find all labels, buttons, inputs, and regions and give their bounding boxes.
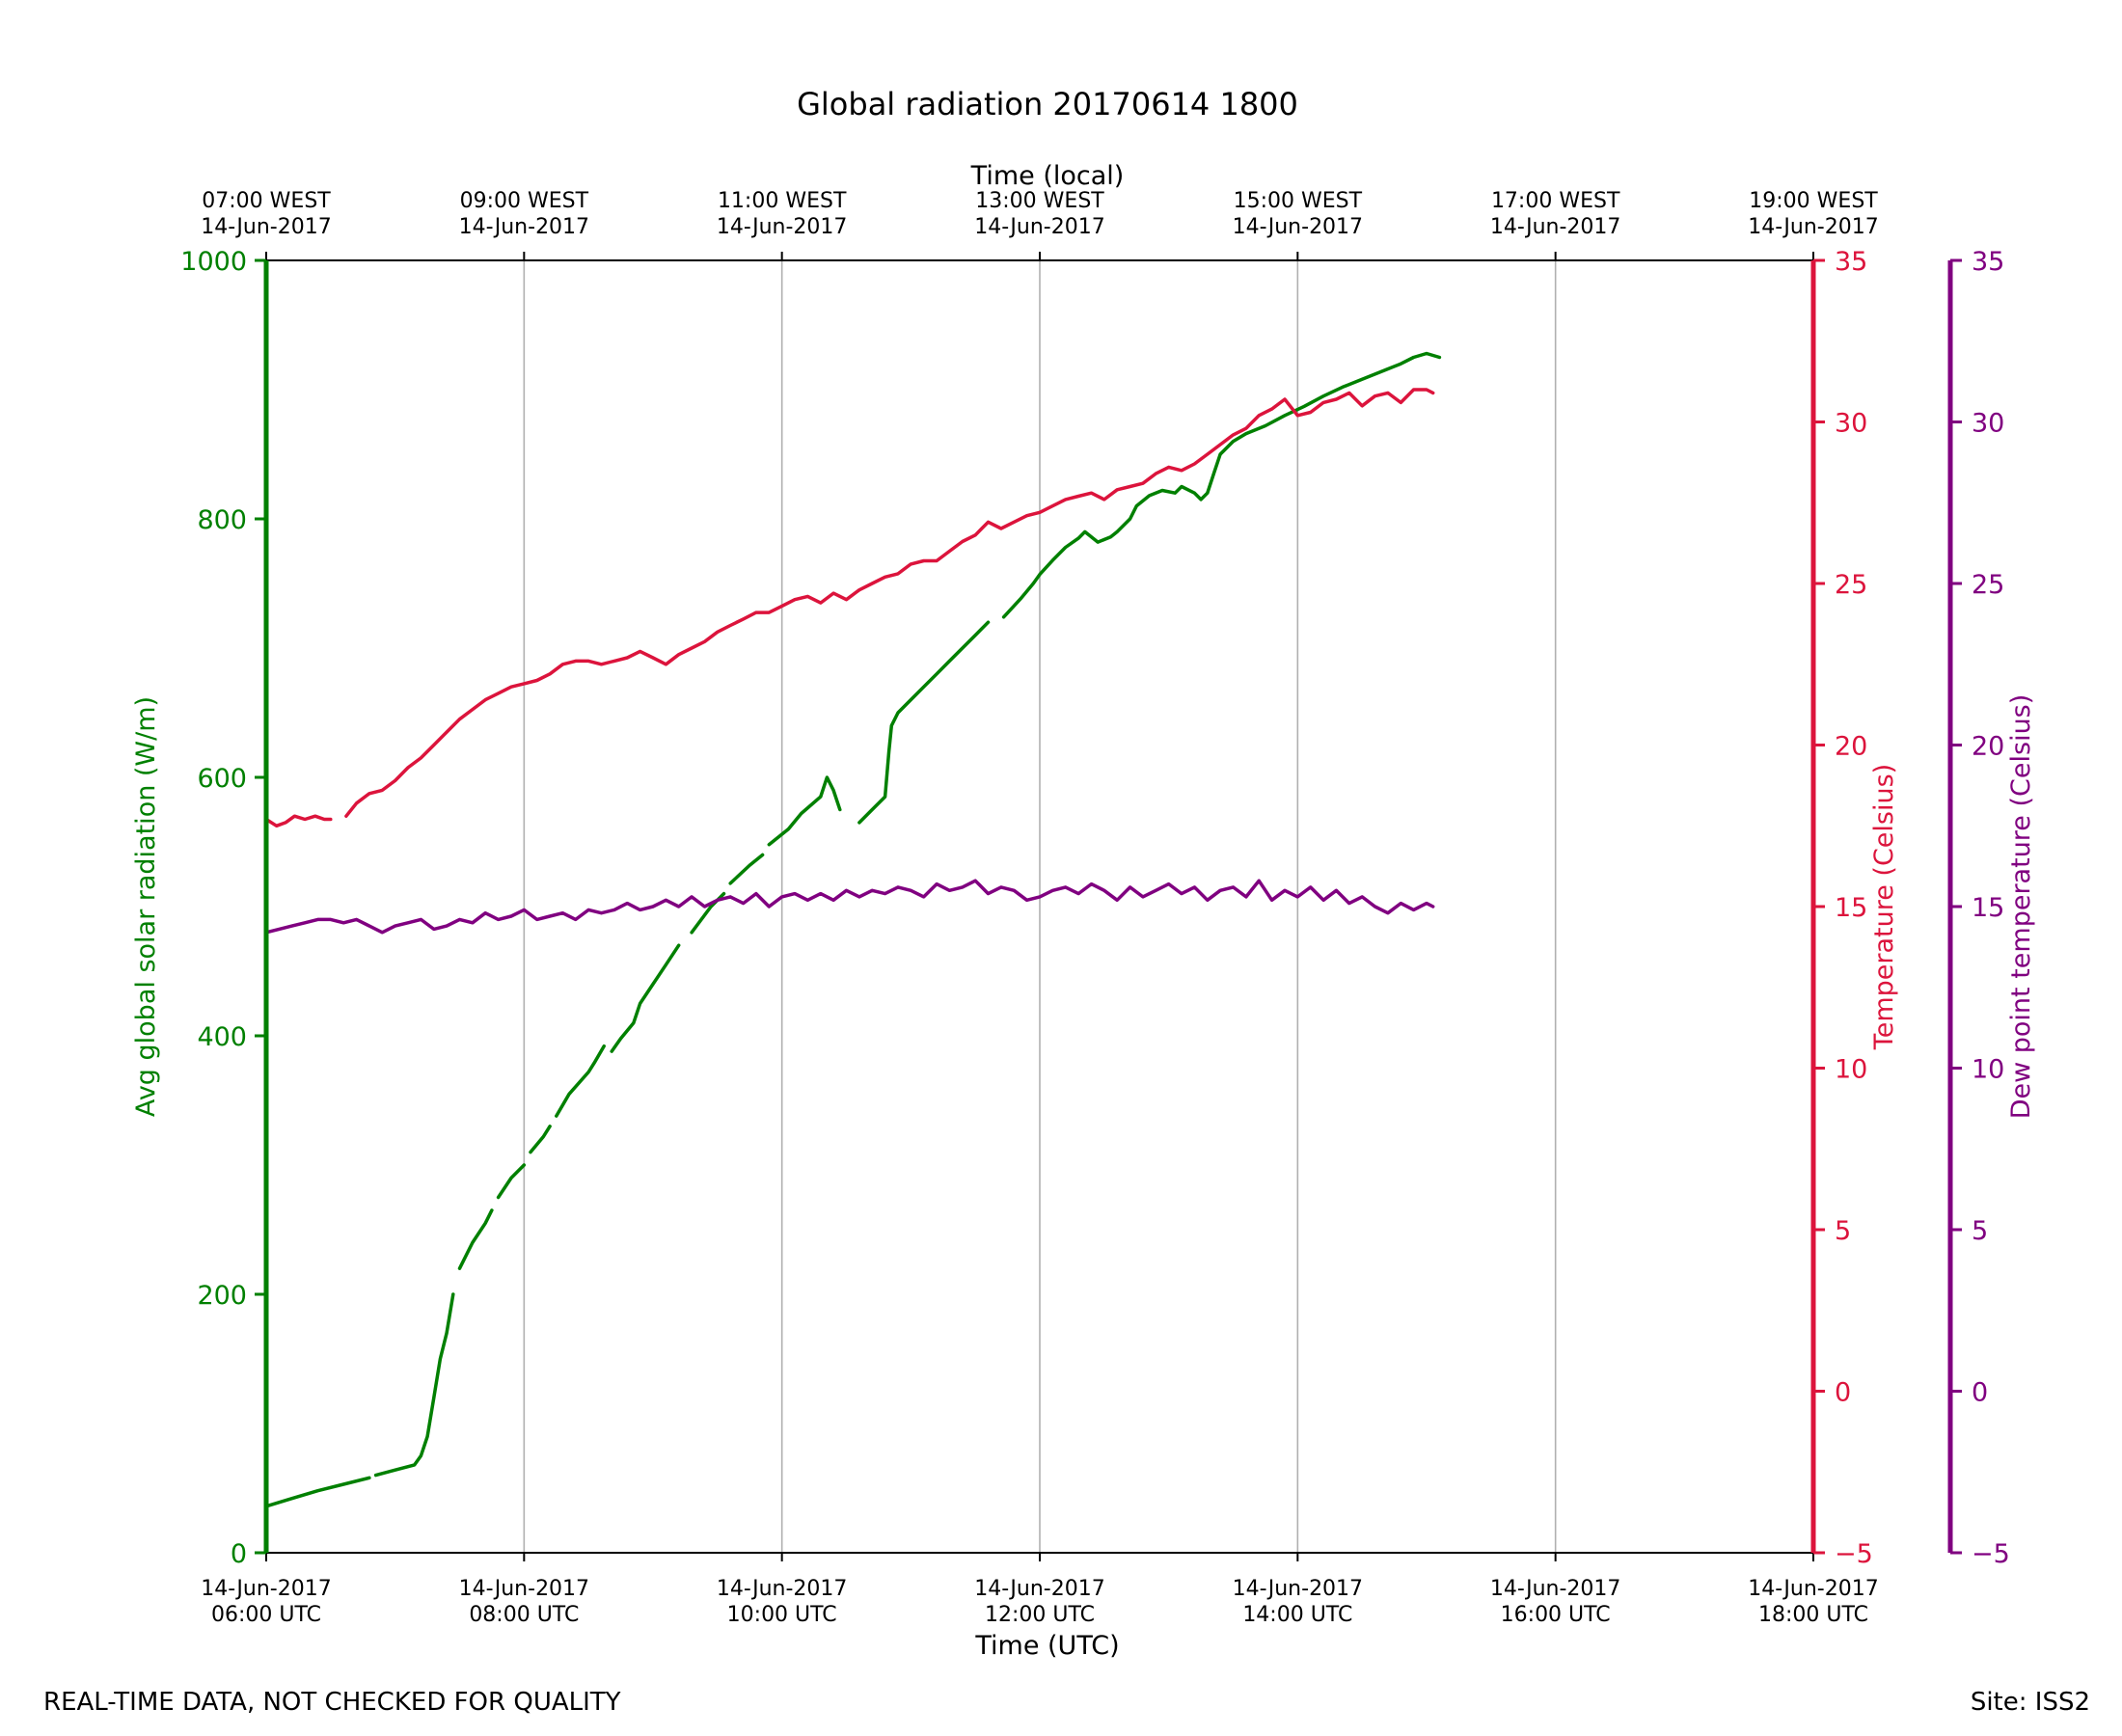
temperature-y-tick-label: 25 (1835, 570, 1867, 600)
radiation-line (1001, 351, 1442, 619)
x2-tick-label-local: 19:00 WEST (1749, 189, 1878, 213)
radiation-axis-label: Avg global solar radiation (W/m) (131, 696, 161, 1117)
x-tick-label-utc: 18:00 UTC (1758, 1603, 1868, 1627)
x-tick-label-utc: 08:00 UTC (469, 1603, 579, 1627)
x2-tick-label-date: 14-Jun-2017 (1490, 215, 1620, 239)
x2-tick-label-date: 14-Jun-2017 (974, 215, 1104, 239)
x-tick-label-date: 14-Jun-2017 (1490, 1577, 1620, 1601)
x-tick-label-date: 14-Jun-2017 (201, 1577, 331, 1601)
radiation-y-tick-label: 800 (197, 505, 247, 535)
temperature-y-tick-label: 10 (1835, 1055, 1867, 1085)
radiation-line (264, 1476, 371, 1508)
x-tick-label-utc: 12:00 UTC (985, 1603, 1095, 1627)
radiation-line (610, 943, 681, 1053)
temperature-y-tick-label: −5 (1835, 1539, 1873, 1569)
radiation-line (373, 1292, 455, 1478)
x2-tick-label-date: 14-Jun-2017 (717, 215, 847, 239)
dewpoint-y-tick-label: 20 (1972, 732, 2004, 762)
x2-tick-label-local: 07:00 WEST (202, 189, 331, 213)
dewpoint-y-tick-label: −5 (1972, 1539, 2010, 1569)
temperature-y-tick-label: 0 (1835, 1378, 1851, 1408)
x-tick-label-date: 14-Jun-2017 (974, 1577, 1104, 1601)
dewpoint-axis-label: Dew point temperature (Celsius) (2006, 694, 2036, 1120)
x2-tick-label-local: 09:00 WEST (460, 189, 589, 213)
radiation-y-tick-label: 0 (231, 1539, 247, 1569)
x2-tick-label-date: 14-Jun-2017 (459, 215, 589, 239)
radiation-line (728, 853, 765, 885)
radiation-y-tick-label: 400 (197, 1022, 247, 1052)
quality-disclaimer: REAL-TIME DATA, NOT CHECKED FOR QUALITY (43, 1688, 621, 1717)
site-label: Site: ISS2 (1970, 1688, 2090, 1717)
radiation-line (529, 1125, 552, 1154)
temperature-y-tick-label: 35 (1835, 247, 1867, 277)
x2-tick-label-date: 14-Jun-2017 (1748, 215, 1878, 239)
x-tick-label-utc: 10:00 UTC (727, 1603, 837, 1627)
temperature-line (344, 388, 1435, 818)
temperature-y-tick-label: 5 (1835, 1216, 1851, 1246)
x2-tick-label-date: 14-Jun-2017 (201, 215, 331, 239)
x2-tick-label-local: 17:00 WEST (1491, 189, 1620, 213)
radiation-line (555, 1044, 606, 1118)
x-tick-label-date: 14-Jun-2017 (459, 1577, 589, 1601)
dewpoint-y-tick-label: 35 (1972, 247, 2004, 277)
dewpoint-y-tick-label: 10 (1972, 1055, 2004, 1085)
temperature-line (264, 814, 333, 828)
top-axis-label: Time (local) (970, 161, 1125, 191)
series-lines (264, 351, 1442, 1508)
x2-tick-label-date: 14-Jun-2017 (1233, 215, 1363, 239)
x-tick-label-utc: 06:00 UTC (211, 1603, 321, 1627)
x2-tick-label-local: 13:00 WEST (975, 189, 1104, 213)
radiation-y-tick-label: 200 (197, 1281, 247, 1311)
dewpoint-line (264, 879, 1435, 935)
radiation-line (496, 1163, 527, 1200)
x-tick-label-utc: 16:00 UTC (1501, 1603, 1611, 1627)
x-tick-label-date: 14-Jun-2017 (1233, 1577, 1363, 1601)
dewpoint-y-tick-label: 0 (1972, 1378, 1988, 1408)
radiation-line (857, 620, 991, 825)
x-tick-label-date: 14-Jun-2017 (1748, 1577, 1878, 1601)
dewpoint-y-tick-label: 15 (1972, 893, 2004, 923)
dewpoint-y-tick-label: 25 (1972, 570, 2004, 600)
temperature-y-tick-label: 30 (1835, 409, 1867, 439)
x2-tick-label-local: 11:00 WEST (718, 189, 847, 213)
radiation-y-tick-label: 1000 (180, 247, 247, 277)
temperature-y-tick-label: 15 (1835, 893, 1867, 923)
radiation-y-tick-label: 600 (197, 764, 247, 794)
temperature-axis-label: Temperature (Celsius) (1869, 764, 1899, 1050)
chart-title: Global radiation 20170614 1800 (797, 86, 1298, 122)
radiation-line (767, 775, 842, 847)
x2-tick-label-local: 15:00 WEST (1234, 189, 1363, 213)
x-tick-label-utc: 14:00 UTC (1242, 1603, 1352, 1627)
x-tick-label-date: 14-Jun-2017 (717, 1577, 847, 1601)
radiation-line (457, 1208, 494, 1270)
grid (523, 260, 1557, 1553)
bottom-axis-label: Time (UTC) (974, 1631, 1119, 1661)
dewpoint-y-tick-label: 30 (1972, 409, 2004, 439)
dewpoint-y-tick-label: 5 (1972, 1216, 1988, 1246)
temperature-y-tick-label: 20 (1835, 732, 1867, 762)
